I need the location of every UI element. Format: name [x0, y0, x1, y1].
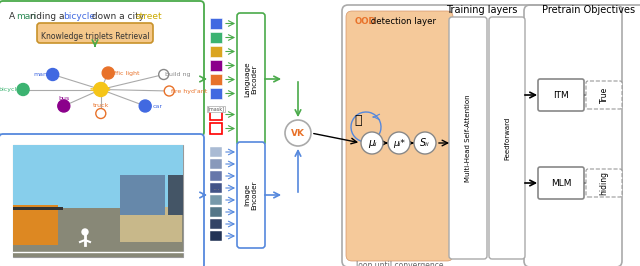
Text: μᵢ*: μᵢ* — [393, 139, 405, 148]
Circle shape — [96, 109, 106, 118]
Bar — [13, 207, 63, 210]
FancyBboxPatch shape — [586, 169, 622, 197]
Bar — [210, 60, 222, 71]
Bar — [210, 32, 222, 43]
FancyBboxPatch shape — [37, 23, 153, 43]
Circle shape — [17, 84, 29, 95]
FancyBboxPatch shape — [237, 13, 265, 145]
Text: man: man — [16, 12, 36, 21]
Bar — [120, 207, 182, 242]
Text: street: street — [90, 87, 111, 92]
Circle shape — [164, 86, 174, 96]
Text: riding a: riding a — [27, 12, 67, 21]
Text: bus: bus — [58, 95, 69, 101]
Bar — [210, 147, 222, 157]
Text: loop until convergence: loop until convergence — [356, 261, 444, 266]
FancyBboxPatch shape — [489, 17, 525, 259]
Circle shape — [140, 100, 151, 112]
Bar — [210, 123, 222, 134]
Text: detection layer: detection layer — [368, 17, 436, 26]
Circle shape — [361, 132, 383, 154]
Bar — [210, 46, 222, 57]
Circle shape — [58, 100, 70, 112]
Text: VK: VK — [291, 128, 305, 138]
Bar — [13, 145, 183, 208]
Bar — [210, 171, 222, 181]
Bar — [210, 109, 222, 120]
Bar — [210, 219, 222, 229]
Text: MLM: MLM — [551, 178, 572, 188]
Text: street: street — [136, 12, 163, 21]
Text: μᵢ: μᵢ — [368, 138, 376, 148]
Text: A: A — [9, 12, 18, 21]
Text: fire hyd'ant: fire hyd'ant — [171, 89, 207, 94]
Circle shape — [414, 132, 436, 154]
Text: truck: truck — [93, 103, 109, 108]
Text: Multi-Head Self-Attention: Multi-Head Self-Attention — [465, 94, 471, 182]
Bar — [210, 18, 222, 29]
FancyBboxPatch shape — [0, 134, 204, 266]
FancyBboxPatch shape — [538, 79, 584, 111]
Text: traffic light: traffic light — [105, 70, 140, 76]
Bar — [210, 195, 222, 205]
Text: down a city: down a city — [88, 12, 147, 21]
Circle shape — [388, 132, 410, 154]
Bar — [168, 175, 183, 215]
Bar — [210, 88, 222, 99]
Circle shape — [94, 82, 108, 97]
Text: 𝒩: 𝒩 — [355, 114, 362, 127]
Text: Image
Encoder: Image Encoder — [244, 180, 257, 210]
Circle shape — [82, 229, 88, 235]
FancyBboxPatch shape — [586, 81, 622, 109]
Text: hiding: hiding — [600, 171, 609, 195]
Text: ITM: ITM — [553, 90, 569, 99]
Text: car: car — [152, 103, 162, 109]
Text: build ng: build ng — [165, 72, 191, 77]
Bar — [210, 74, 222, 85]
Text: True: True — [600, 87, 609, 103]
Circle shape — [159, 69, 169, 80]
FancyBboxPatch shape — [237, 142, 265, 248]
Bar — [210, 231, 222, 241]
Text: Training layers: Training layers — [446, 5, 518, 15]
Circle shape — [102, 67, 114, 79]
Bar — [120, 175, 165, 215]
FancyBboxPatch shape — [13, 145, 183, 257]
Bar — [210, 183, 222, 193]
Text: ...: ... — [212, 184, 220, 193]
FancyBboxPatch shape — [538, 167, 584, 199]
FancyBboxPatch shape — [449, 17, 487, 259]
FancyBboxPatch shape — [0, 1, 204, 136]
Bar — [13, 205, 58, 245]
Text: man: man — [34, 72, 48, 77]
Circle shape — [285, 120, 311, 146]
Text: Pretrain Objectives: Pretrain Objectives — [543, 5, 636, 15]
Text: bicycle: bicycle — [0, 87, 20, 92]
Bar — [210, 159, 222, 169]
FancyBboxPatch shape — [346, 11, 453, 261]
Bar — [210, 207, 222, 217]
Text: bicycle: bicycle — [63, 12, 95, 21]
Circle shape — [47, 69, 59, 81]
Text: Sᵢᵢ: Sᵢᵢ — [420, 138, 430, 148]
Text: Language
Encoder: Language Encoder — [244, 61, 257, 97]
Text: Knowledge triplets Retrieval: Knowledge triplets Retrieval — [41, 32, 149, 41]
Text: [mask]: [mask] — [207, 106, 225, 111]
Text: Feedforward: Feedforward — [504, 117, 510, 160]
Bar — [13, 208, 183, 257]
Text: OOD: OOD — [355, 17, 376, 26]
